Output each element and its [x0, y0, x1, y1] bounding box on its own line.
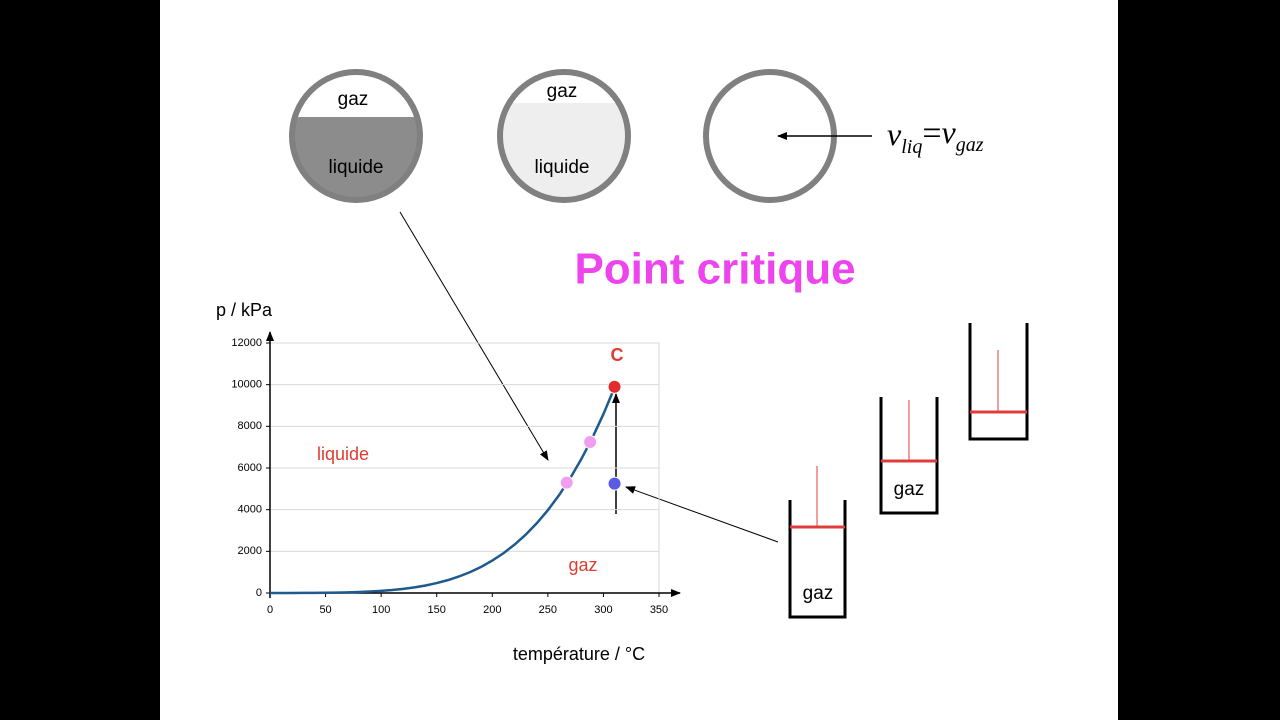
- y-tick-label: 10000: [231, 379, 262, 391]
- cylinder-label: gaz: [803, 583, 834, 604]
- annotation: liquide: [317, 444, 369, 464]
- point: [559, 475, 574, 490]
- formula-part: liq: [901, 136, 922, 158]
- curve: [269, 386, 616, 595]
- circle-label: gaz: [547, 81, 578, 102]
- annotation: gaz: [568, 555, 597, 575]
- arrow: [625, 486, 779, 543]
- cylinder: [788, 500, 847, 619]
- y-tick-label: 2000: [238, 545, 262, 557]
- y-tick-label: 8000: [238, 420, 262, 432]
- point: [583, 434, 598, 449]
- pistons: [790, 350, 1027, 529]
- formula-part: v: [942, 114, 957, 150]
- x-tick-label: 200: [483, 604, 501, 616]
- x-tick-label: 250: [539, 604, 557, 616]
- slide-background: [160, 0, 1118, 720]
- formula-part: v: [887, 116, 902, 152]
- circle-1: gaz liquide: [289, 69, 423, 203]
- circle-label: liquide: [535, 157, 590, 178]
- x-tick-label: 50: [319, 604, 331, 616]
- y-tick-label: 0: [256, 587, 262, 599]
- cylinders: [788, 323, 1029, 619]
- cylinder-label: gaz: [894, 479, 925, 500]
- cylinder: [968, 323, 1029, 441]
- x-tick-label: 300: [594, 604, 612, 616]
- circle-border: [497, 69, 631, 203]
- chart: 0 2000 4000 6000 8000 10000 12000 0 50 100 150 200 2…: [216, 300, 681, 664]
- x-tick-label: 0: [267, 604, 273, 616]
- x-axis-label: température / °C: [513, 644, 645, 664]
- x-tick-label: 150: [428, 604, 446, 616]
- y-tick-label: 4000: [238, 504, 262, 516]
- point: [607, 379, 622, 394]
- circle-label: liquide: [329, 157, 384, 178]
- circle-2: gaz liquide: [497, 69, 631, 203]
- formula-part: gaz: [956, 134, 984, 156]
- slide-title: Point critique: [574, 245, 855, 294]
- x-tick-label: 100: [372, 604, 390, 616]
- y-tick-label: 6000: [238, 462, 262, 474]
- circle-border: [289, 69, 423, 203]
- y-axis-label: p / kPa: [216, 300, 273, 320]
- formula: vliq=vgaz: [887, 114, 984, 157]
- x-tick-label: 350: [650, 604, 668, 616]
- circle-label: gaz: [338, 89, 369, 110]
- point: [607, 476, 622, 491]
- annotation: C: [611, 345, 624, 365]
- y-tick-label: 12000: [231, 337, 262, 349]
- cylinder: [879, 397, 939, 515]
- arrow: [399, 211, 549, 461]
- formula-part: =: [922, 115, 941, 152]
